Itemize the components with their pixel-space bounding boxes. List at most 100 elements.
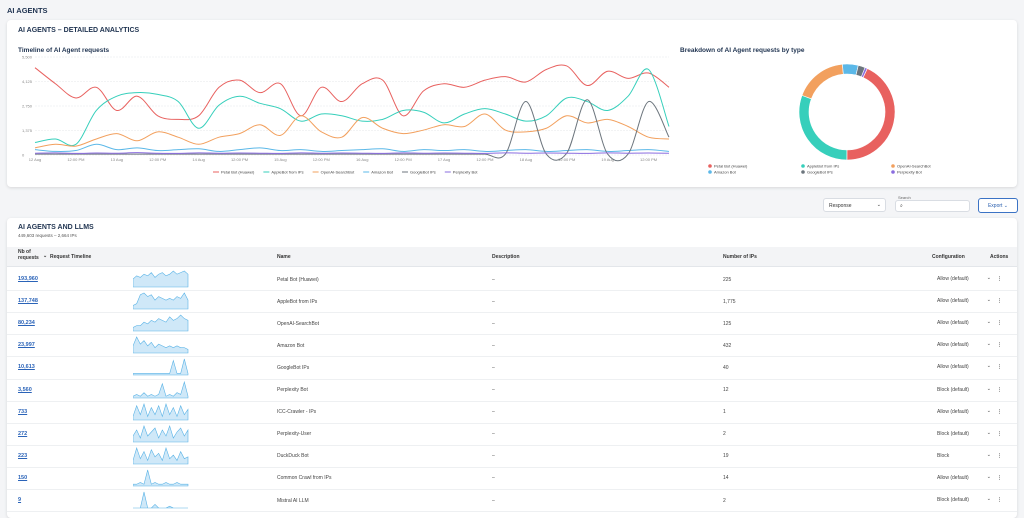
description: – — [492, 276, 495, 283]
request-count[interactable]: 80,234 — [18, 320, 35, 327]
actions-menu[interactable]: ⋮ — [997, 452, 1002, 459]
row-divider — [7, 489, 1017, 490]
description: – — [492, 298, 495, 305]
actions-menu[interactable]: ⋮ — [997, 474, 1002, 481]
actions-menu[interactable]: ⋮ — [997, 497, 1002, 504]
actions-menu[interactable]: ⋮ — [997, 276, 1002, 283]
configuration-select[interactable]: Block ⌄ — [934, 451, 994, 461]
column-header: Request Timeline — [50, 254, 92, 260]
caret: ⌄ — [876, 202, 881, 208]
table-title: AI AGENTS AND LLMS — [18, 224, 94, 231]
configuration-select[interactable]: Allow (default) ⌄ — [934, 340, 994, 350]
sparkline-area — [133, 292, 189, 310]
actions-menu[interactable]: ⋮ — [997, 298, 1002, 305]
request-count[interactable]: 10,613 — [18, 364, 35, 371]
y-tick-label: 0 — [22, 153, 25, 158]
request-count[interactable]: 272 — [18, 430, 28, 437]
actions-menu[interactable]: ⋮ — [997, 364, 1002, 371]
x-tick-label: 13 Aug — [111, 157, 123, 162]
bot-name: AppleBot from IPs — [277, 298, 318, 305]
request-count[interactable]: 137,748 — [18, 298, 38, 305]
request-count[interactable]: 223 — [18, 452, 28, 459]
legend-label: Amazon Bot — [371, 170, 394, 175]
request-count[interactable]: 9 — [18, 497, 22, 504]
legend-label: GoogleBot IPs — [807, 170, 833, 175]
legend-label: OpenAI-SearchBot — [321, 170, 355, 175]
configuration-select[interactable]: Block (default) ⌄ — [934, 429, 994, 439]
actions-menu[interactable]: ⋮ — [997, 342, 1002, 349]
legend-swatch — [801, 164, 805, 168]
request-count[interactable]: 150 — [18, 474, 28, 481]
sparkline — [133, 469, 189, 487]
sparkline-area — [133, 359, 189, 376]
x-tick-label: 12:00 PM — [149, 157, 166, 162]
configuration-select[interactable]: Allow (default) ⌄ — [934, 318, 994, 328]
sparkline — [133, 314, 189, 332]
configuration-select[interactable]: Allow (default) ⌄ — [934, 407, 994, 417]
description: – — [492, 342, 495, 349]
series-line — [34, 64, 670, 121]
configuration-value: Allow (default) — [937, 474, 969, 481]
export-label: Export — [987, 203, 1003, 209]
sparkline-area — [133, 402, 189, 420]
request-count[interactable]: 3,560 — [18, 386, 32, 393]
configuration-select[interactable]: Allow (default) ⌄ — [934, 296, 994, 306]
actions-menu[interactable]: ⋮ — [997, 408, 1002, 415]
configuration-value: Block (default) — [937, 430, 969, 437]
series-line — [34, 113, 670, 149]
sparkline-area — [133, 336, 189, 354]
configuration-value: Allow (default) — [937, 364, 969, 371]
request-count[interactable]: 193,960 — [18, 276, 38, 283]
search-box[interactable]: ⌕ — [895, 200, 970, 212]
configuration-select[interactable]: Allow (default) ⌄ — [934, 473, 994, 483]
actions-menu[interactable]: ⋮ — [997, 320, 1002, 327]
x-tick-label: 12:00 PM — [67, 157, 84, 162]
response-filter[interactable]: Response ⌄ — [823, 198, 886, 212]
page-title: AI AGENTS — [7, 6, 48, 15]
configuration-select[interactable]: Allow (default) ⌄ — [934, 362, 994, 372]
export-button[interactable]: Export ⌄ — [978, 198, 1018, 213]
ip-count: 12 — [723, 387, 729, 394]
donut-slice — [798, 94, 848, 161]
description: – — [492, 431, 495, 438]
configuration-select[interactable]: Allow (default) ⌄ — [934, 274, 994, 284]
request-count[interactable]: 23,997 — [18, 342, 35, 349]
caret: ⌄ — [986, 407, 991, 414]
legend-swatch — [891, 170, 895, 174]
configuration-value: Block (default) — [937, 386, 969, 393]
caret: ⌄ — [986, 429, 991, 436]
sparkline — [133, 336, 189, 354]
configuration-value: Block — [937, 452, 950, 459]
ip-count: 14 — [723, 475, 729, 482]
x-tick-label: 14 Aug — [192, 157, 204, 162]
legend-swatch — [708, 164, 712, 168]
sparkline-area — [133, 380, 189, 398]
row-divider — [7, 400, 1017, 402]
caret: ⌄ — [986, 275, 991, 282]
legend-label: OpenAI-SearchBot — [897, 164, 931, 169]
actions-menu[interactable]: ⋮ — [997, 386, 1002, 393]
sparkline — [133, 446, 189, 465]
bot-name: OpenAI-SearchBot — [277, 320, 319, 327]
x-tick-label: 19 Aug — [601, 157, 613, 162]
x-tick-label: 12:00 PM — [476, 157, 493, 162]
legend-label: Petal Bot (Huawei) — [221, 170, 255, 175]
bot-name: ICC-Crawler - IPs — [277, 409, 317, 416]
request-count[interactable]: 733 — [18, 408, 28, 415]
legend-swatch — [891, 164, 895, 168]
sparkline-area — [133, 469, 189, 487]
configuration-select[interactable]: Block (default) ⌄ — [934, 385, 994, 395]
configuration-select[interactable]: Block (default) ⌄ — [934, 495, 994, 505]
row-divider — [7, 444, 1017, 446]
legend-label: Petal Bot (Huawei) — [714, 164, 748, 169]
x-tick-label: 12:00 PM — [640, 157, 657, 162]
ip-count: 225 — [723, 276, 732, 283]
legend-label: AppleBot from IPs — [271, 170, 303, 175]
sparkline-area — [133, 424, 189, 443]
legend-label: Perplexity Bot — [453, 170, 479, 175]
row-divider — [7, 312, 1017, 314]
charts: Timeline of AI Agent requests 0 1,375 2,750… — [18, 47, 931, 175]
actions-menu[interactable]: ⋮ — [997, 430, 1002, 437]
sparkline — [133, 292, 189, 310]
x-tick-label: 17 Aug — [438, 157, 450, 162]
